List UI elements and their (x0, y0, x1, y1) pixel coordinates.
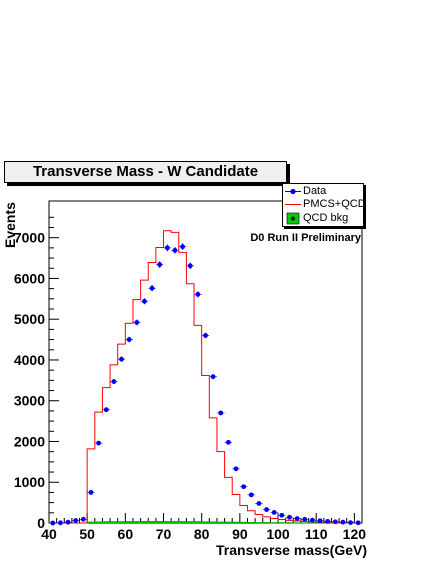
x-tick-label: 60 (118, 526, 134, 542)
data-point (264, 507, 269, 512)
data-point (218, 410, 224, 416)
x-tick-label: 40 (41, 526, 57, 542)
data-point (226, 439, 231, 445)
data-point (187, 263, 193, 269)
y-tick-label: 4000 (14, 352, 45, 368)
data-point (111, 379, 117, 384)
data-point (248, 492, 254, 498)
x-tick-label: 110 (305, 526, 328, 542)
y-tick-label: 5000 (14, 311, 45, 327)
x-axis-title: Transverse mass(GeV) (216, 542, 367, 558)
pmcs-qcd-series (49, 230, 355, 524)
data-point (164, 245, 170, 251)
data-point (96, 440, 102, 446)
data-point (126, 337, 132, 342)
data-point (271, 510, 277, 515)
data-point (210, 374, 216, 380)
data-point (332, 519, 338, 525)
x-tick-label: 80 (194, 526, 210, 542)
legend-item-data: Data (283, 185, 363, 198)
qcd-bkg-histogram (49, 521, 355, 524)
preliminary-annotation: D0 Run II Preliminary (250, 232, 362, 244)
y-axis-title: Events (2, 202, 18, 248)
legend: Data PMCS+QCD QCD bkg (282, 183, 366, 227)
fill-box-icon (286, 212, 300, 225)
legend-label-pmcs: PMCS+QCD (303, 198, 366, 210)
data-point (317, 518, 323, 524)
data-point (287, 514, 292, 520)
x-tick-label: 100 (266, 526, 290, 542)
data-point (340, 519, 346, 525)
y-tick-label: 6000 (14, 270, 45, 286)
data-point (355, 520, 361, 526)
data-point (103, 407, 109, 413)
data-point (157, 262, 163, 267)
data-point (50, 520, 56, 526)
chart-title: Transverse Mass - W Candidate (4, 161, 287, 183)
data-point (149, 285, 155, 291)
data-point (233, 466, 239, 472)
data-point (134, 320, 140, 325)
qcd-bkg-series (49, 521, 355, 524)
data-point (88, 490, 94, 495)
data-point (348, 520, 353, 525)
y-tick-label: 1000 (14, 474, 45, 490)
plot-frame (48, 200, 363, 524)
y-axis: 0 1000 2000 3000 4000 5000 6000 7000 (14, 216, 59, 531)
data-point (180, 244, 185, 250)
x-axis: 40 50 60 70 80 90 100 110 120 (41, 513, 366, 542)
data-point (65, 519, 71, 525)
data-point (73, 518, 79, 523)
data-point (203, 333, 208, 338)
x-tick-label: 70 (156, 526, 172, 542)
data-point (80, 516, 86, 522)
x-tick-label: 90 (232, 526, 248, 542)
data-point (256, 501, 262, 506)
legend-item-qcd: QCD bkg (283, 212, 363, 225)
data-marker-icon (285, 188, 301, 195)
legend-label-qcd: QCD bkg (303, 212, 349, 224)
data-point (279, 512, 285, 518)
data-point (142, 298, 147, 304)
legend-item-pmcs: PMCS+QCD (283, 198, 366, 211)
line-marker-icon (285, 204, 301, 205)
x-tick-label: 50 (79, 526, 95, 542)
data-point (119, 356, 124, 362)
data-point (172, 247, 178, 253)
pmcs-qcd-histogram (49, 230, 355, 524)
data-point (325, 518, 331, 524)
x-tick-label: 120 (343, 526, 367, 542)
y-tick-label: 7000 (14, 230, 45, 246)
legend-label-data: Data (303, 185, 327, 197)
data-point (309, 517, 315, 523)
data-point (302, 516, 308, 522)
data-series (49, 243, 362, 526)
data-point (294, 516, 300, 521)
y-tick-label: 2000 (14, 433, 45, 449)
data-point (195, 291, 201, 297)
data-point (241, 484, 247, 490)
data-point (58, 520, 63, 526)
y-tick-label: 3000 (14, 393, 45, 409)
y-tick-label: 0 (37, 515, 45, 531)
